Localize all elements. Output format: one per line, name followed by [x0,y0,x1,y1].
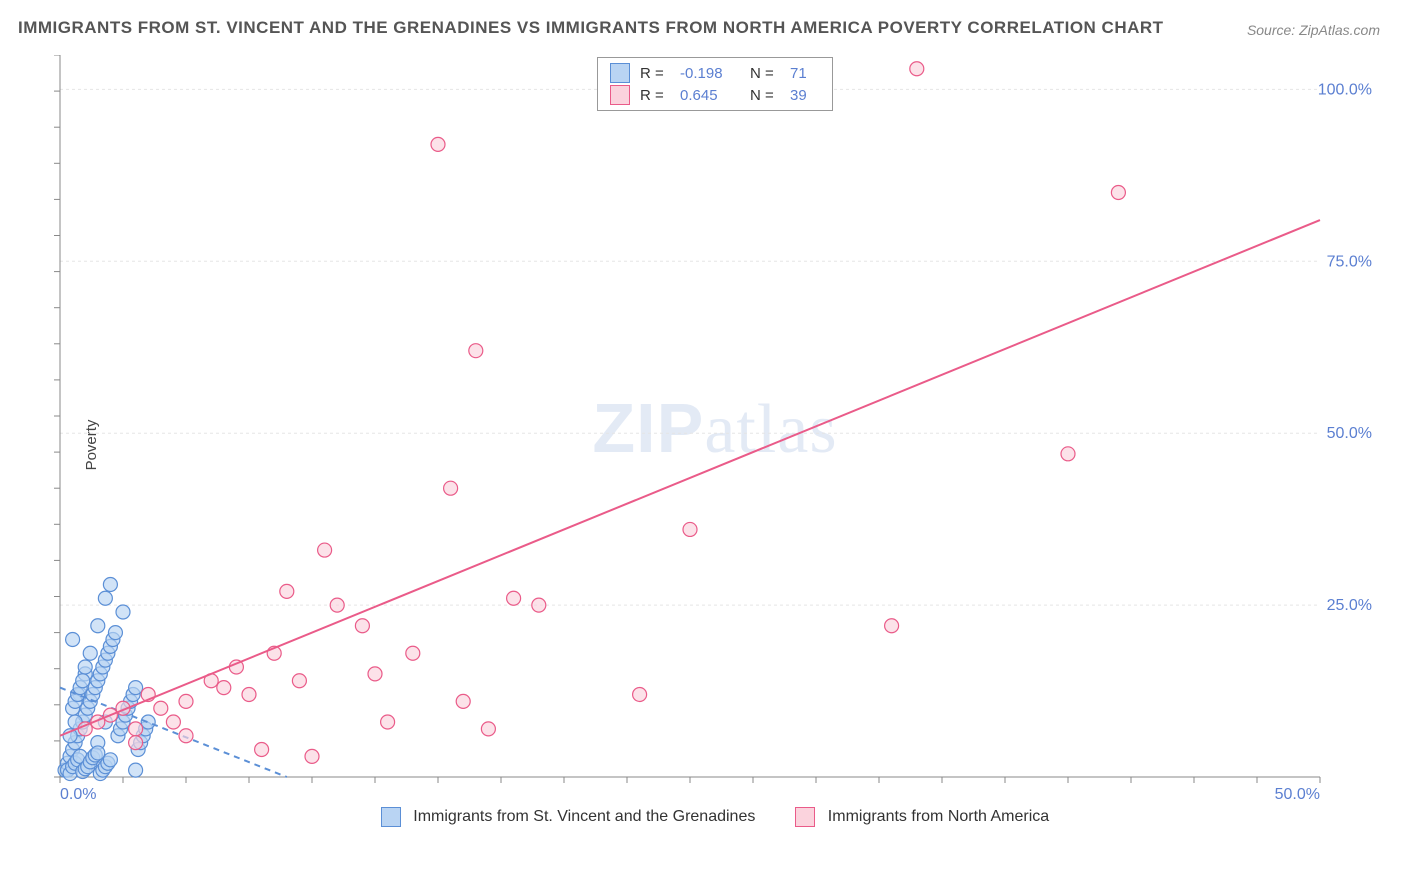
n-label: N = [750,65,780,82]
svg-text:100.0%: 100.0% [1318,81,1372,98]
scatter-plot: 25.0% 50.0% 75.0% 100.0% 0.0% 50.0% [50,55,1380,835]
svg-text:25.0%: 25.0% [1327,597,1372,614]
r-label: R = [640,87,670,104]
series2-r-value: 0.645 [680,87,740,104]
svg-text:50.0%: 50.0% [1275,786,1320,803]
chart-area: Poverty ZIPatlas 25.0%50.0%75.0%100.0%0.… [50,55,1380,835]
stats-row-1: R = -0.198 N = 71 [598,62,832,84]
bottom-legend: Immigrants from St. Vincent and the Gren… [50,807,1380,827]
svg-text:50.0%: 50.0% [1327,425,1372,442]
svg-text:75.0%: 75.0% [1327,253,1372,270]
stats-row-2: R = 0.645 N = 39 [598,84,832,106]
legend-swatch2-icon [795,807,815,827]
series1-swatch-icon [610,63,630,83]
source-label: Source: ZipAtlas.com [1247,22,1380,38]
series1-n-value: 71 [790,65,820,82]
n-label: N = [750,87,780,104]
legend-swatch1-icon [381,807,401,827]
stats-legend-box: R = -0.198 N = 71 R = 0.645 N = 39 [597,57,833,111]
legend-label-2: Immigrants from North America [828,808,1049,825]
series1-r-value: -0.198 [680,65,740,82]
legend-label-1: Immigrants from St. Vincent and the Gren… [413,808,755,825]
series2-swatch-icon [610,85,630,105]
legend-item-2: Immigrants from North America [795,807,1049,827]
svg-text:0.0%: 0.0% [60,786,96,803]
chart-title: IMMIGRANTS FROM ST. VINCENT AND THE GREN… [18,18,1164,38]
series2-n-value: 39 [790,87,820,104]
legend-item-1: Immigrants from St. Vincent and the Gren… [381,807,756,827]
r-label: R = [640,65,670,82]
